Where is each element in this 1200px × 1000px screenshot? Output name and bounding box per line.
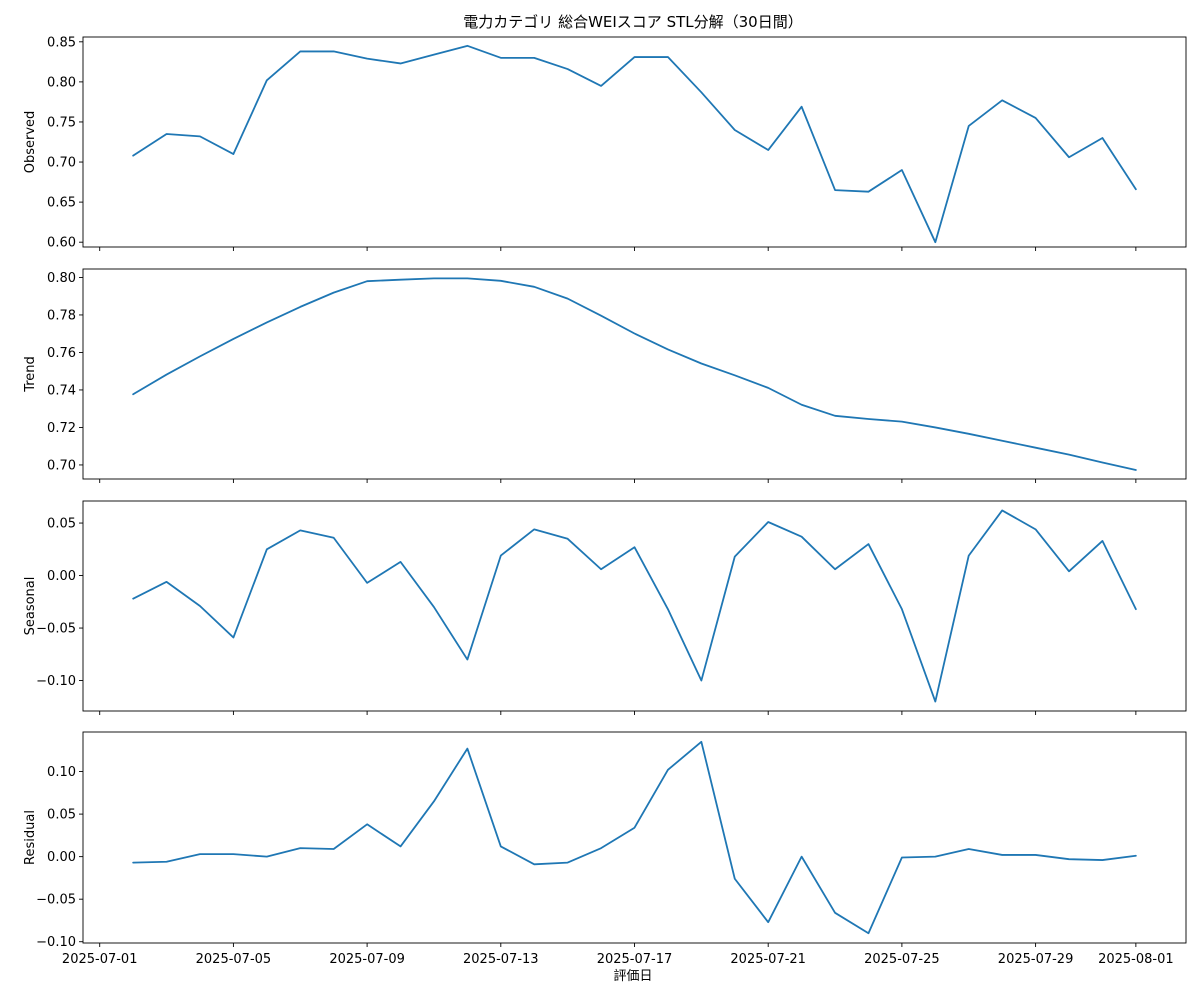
y-tick-label: 0.00 xyxy=(47,850,76,865)
panel-seasonal: −0.10 −0.05 0.00 0.05 Seasonal xyxy=(23,500,1187,715)
x-tick-label: 2025-07-17 xyxy=(597,952,673,967)
y-tick-label: 0.76 xyxy=(47,346,76,361)
y-axis-label: Trend xyxy=(23,356,38,393)
y-tick-label: 0.05 xyxy=(47,808,76,823)
x-tick-label: 2025-07-13 xyxy=(463,952,539,967)
x-tick-label: 2025-07-01 xyxy=(62,952,138,967)
y-tick-label: 0.80 xyxy=(47,75,76,90)
y-tick-label: 0.60 xyxy=(47,236,76,251)
y-tick-label: 0.05 xyxy=(47,517,76,532)
y-tick-label: −0.10 xyxy=(36,674,76,689)
axes-frame xyxy=(82,268,1187,480)
panel-trend: 0.70 0.72 0.74 0.76 0.78 0.80 Trend xyxy=(23,268,1187,483)
x-tick-label: 2025-07-25 xyxy=(864,952,940,967)
y-tick-label: 0.65 xyxy=(47,196,76,211)
y-tick-label: −0.05 xyxy=(36,893,76,908)
panel-observed: 0.60 0.65 0.70 0.75 0.80 0.85 Observed xyxy=(23,35,1187,251)
y-tick-label: 0.00 xyxy=(47,569,76,584)
y-axis-label: Observed xyxy=(23,111,38,174)
observed-series-line xyxy=(132,44,1137,244)
y-tick-label: −0.05 xyxy=(36,622,76,637)
y-tick-label: 0.74 xyxy=(47,383,76,398)
axes-frame xyxy=(82,731,1187,944)
y-tick-label: 0.75 xyxy=(47,115,76,130)
y-tick-label: 0.70 xyxy=(47,156,76,171)
axes-frame xyxy=(82,36,1187,248)
x-tick-label: 2025-07-09 xyxy=(329,952,405,967)
panel-residual: −0.10 −0.05 0.00 0.05 0.10 Residual 2025-07-01… xyxy=(23,731,1187,967)
y-tick-label: 0.78 xyxy=(47,308,76,323)
y-tick-label: −0.10 xyxy=(36,935,76,950)
y-tick-label: 0.10 xyxy=(47,765,76,780)
y-axis-label: Seasonal xyxy=(23,577,38,636)
x-tick-label: 2025-07-05 xyxy=(196,952,272,967)
residual-series-line xyxy=(132,740,1137,935)
y-axis-label: Residual xyxy=(23,810,38,865)
trend-series-line xyxy=(132,277,1137,471)
panels-group: 0.60 0.65 0.70 0.75 0.80 0.85 Observed 0.70 0.72… xyxy=(23,35,1187,967)
x-tick-label: 2025-07-29 xyxy=(998,952,1074,967)
x-axis-label: 評価日 xyxy=(613,969,652,984)
y-tick-label: 0.80 xyxy=(47,271,76,286)
axes-frame xyxy=(82,500,1187,712)
y-tick-label: 0.85 xyxy=(47,35,76,50)
seasonal-series-line xyxy=(132,509,1137,703)
x-tick-label: 2025-07-21 xyxy=(730,952,806,967)
chart-title: 電力カテゴリ 総合WEIスコア STL分解（30日間） xyxy=(463,13,802,31)
x-tick-label: 2025-08-01 xyxy=(1098,952,1174,967)
y-tick-label: 0.70 xyxy=(47,458,76,473)
y-tick-label: 0.72 xyxy=(47,421,76,436)
